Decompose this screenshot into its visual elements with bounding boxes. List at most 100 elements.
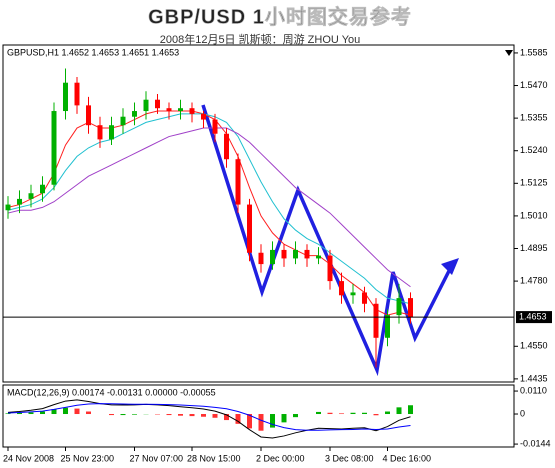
macd-panel — [2, 384, 515, 448]
candle-body — [51, 111, 57, 185]
shift-marker — [505, 50, 513, 56]
y-tick-label: 1.5010 — [520, 210, 548, 220]
macd-bar — [327, 412, 333, 415]
candle-body — [408, 298, 413, 318]
macd-bar — [385, 411, 390, 415]
y-tick-label: 0 — [520, 408, 525, 418]
macd-bar — [109, 414, 114, 416]
macd-bar — [339, 413, 344, 415]
y-tick-label: 1.5585 — [520, 47, 548, 57]
x-tick-label: 27 Nov 07:00 — [130, 453, 184, 463]
moving-average — [7, 127, 411, 288]
candle-body — [120, 116, 126, 126]
macd-bar — [74, 408, 80, 415]
macd-bar — [166, 414, 172, 416]
macd-bar — [247, 414, 252, 429]
chart-title: GBP/USD 1小时图交易参考 — [148, 4, 412, 28]
candle-body — [339, 281, 344, 296]
candle-body — [17, 198, 22, 205]
candle-body — [28, 193, 34, 199]
y-tick-label: 1.4780 — [520, 275, 548, 285]
candle-body — [224, 133, 229, 160]
macd-bar — [258, 414, 264, 431]
y-tick-label: 1.5125 — [520, 178, 548, 188]
macd-bar — [235, 414, 241, 424]
macd-bar — [28, 412, 34, 415]
candle-body — [373, 303, 379, 338]
y-tick-label: 1.4550 — [520, 341, 548, 351]
candle-body — [63, 82, 68, 112]
candle-body — [132, 111, 137, 117]
macd-bar — [17, 412, 22, 415]
macd-bar — [293, 414, 298, 418]
x-tick-label: 2 Dec 00:00 — [256, 453, 305, 463]
candle-body — [178, 108, 183, 112]
analysis-arrow — [441, 258, 459, 275]
candle-body — [362, 292, 367, 304]
candle-body — [212, 119, 218, 134]
candle-body — [258, 252, 264, 265]
macd-bar — [51, 409, 57, 415]
candle-body — [293, 249, 298, 259]
price-panel — [2, 44, 515, 383]
macd-bar — [350, 412, 356, 415]
y-tick-label: 1.5470 — [520, 80, 548, 90]
candle-body — [143, 99, 149, 112]
y-tick-label: 0.0110 — [520, 385, 547, 395]
y-tick-label: 1.4895 — [520, 243, 548, 253]
macd-line — [7, 399, 411, 439]
candle-body — [247, 204, 252, 253]
macd-bar — [362, 412, 367, 415]
candle-body — [281, 249, 287, 259]
candle-body — [201, 113, 206, 120]
macd-bar — [189, 414, 195, 417]
macd-bar — [270, 414, 275, 428]
macd-bar — [63, 407, 68, 415]
macd-bar — [396, 407, 402, 415]
macd-line — [7, 403, 411, 431]
symbol-info: GBPUSD,H1 1.4652 1.4653 1.4651 1.4653 — [7, 47, 179, 57]
candle-body — [350, 292, 356, 296]
y-tick-label: 1.5355 — [520, 113, 548, 123]
candle-body — [97, 125, 103, 140]
macd-bar — [5, 413, 11, 415]
candle-body — [5, 204, 11, 211]
candle-body — [189, 108, 195, 114]
candle-body — [304, 249, 310, 259]
macd-bar — [40, 411, 45, 415]
macd-bar — [132, 414, 137, 415]
x-tick-label: 3 Dec 08:00 — [325, 453, 374, 463]
moving-average — [7, 110, 411, 316]
macd-bar — [86, 411, 91, 415]
current-price-label: 1.4653 — [519, 311, 547, 321]
macd-bar — [178, 414, 183, 416]
current-price-box — [516, 311, 552, 324]
x-tick-label: 4 Dec 16:00 — [383, 453, 432, 463]
candle-body — [316, 255, 321, 259]
chart-subtitle: 2008年12月5日 凯斯顿：周游 ZHOU You — [160, 32, 361, 46]
candle-body — [74, 82, 80, 106]
macd-bar — [201, 414, 206, 417]
candle-body — [86, 105, 91, 126]
candle-body — [327, 255, 333, 282]
x-tick-label: 24 Nov 2008 — [3, 453, 54, 463]
analysis-line — [201, 104, 454, 377]
candle-body — [166, 108, 172, 112]
macd-bar — [408, 405, 413, 415]
y-tick-label: 1.5240 — [520, 145, 548, 155]
candle-body — [396, 298, 402, 316]
candle-body — [109, 125, 114, 140]
candle-body — [40, 184, 45, 194]
macd-bar — [281, 414, 287, 423]
macd-bar — [316, 411, 321, 415]
y-tick-label: 1.4435 — [520, 373, 548, 383]
candle-body — [270, 249, 275, 265]
macd-bar — [212, 414, 218, 418]
macd-bar — [373, 414, 379, 416]
x-tick-label: 25 Nov 23:00 — [61, 453, 115, 463]
moving-average — [7, 113, 411, 305]
candle-body — [155, 99, 160, 109]
macd-label: MACD(12,26,9) 0.00174 -0.00131 0.00000 -… — [7, 387, 216, 397]
x-tick-label: 28 Nov 15:00 — [187, 453, 241, 463]
